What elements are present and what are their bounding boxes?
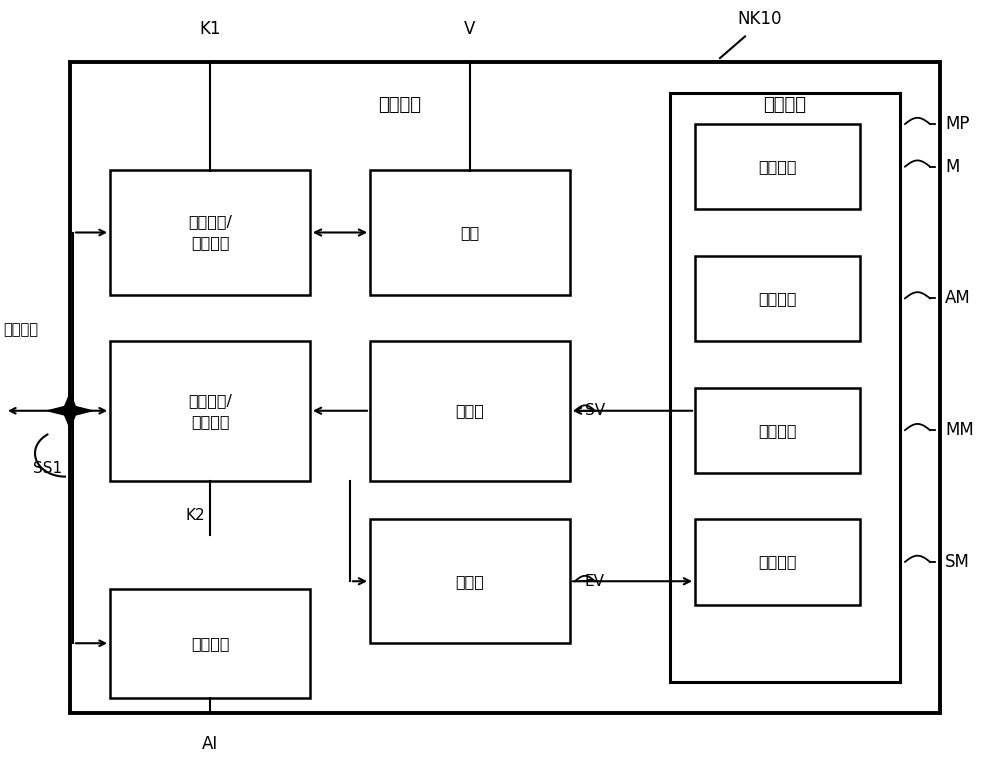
Text: MP: MP xyxy=(945,115,970,133)
Text: 网络节点: 网络节点 xyxy=(378,95,422,114)
Bar xyxy=(370,170,570,294)
Bar xyxy=(695,519,860,604)
Text: V: V xyxy=(464,20,476,39)
Text: K2: K2 xyxy=(185,508,205,523)
Text: 接收器: 接收器 xyxy=(456,574,484,589)
Text: MM: MM xyxy=(945,421,974,439)
Text: 控制机构: 控制机构 xyxy=(758,554,797,570)
Text: 分析机构: 分析机构 xyxy=(758,291,797,306)
Text: 耦合输入/
输出数据: 耦合输入/ 输出数据 xyxy=(188,393,232,429)
Text: SV: SV xyxy=(585,403,605,418)
Bar xyxy=(695,388,860,473)
Text: K1: K1 xyxy=(199,20,221,39)
Bar xyxy=(695,256,860,341)
Text: AI: AI xyxy=(202,735,218,753)
Text: 电源: 电源 xyxy=(460,225,480,240)
Polygon shape xyxy=(48,405,70,416)
Text: NK10: NK10 xyxy=(738,10,782,29)
Text: SM: SM xyxy=(945,553,970,571)
Text: 耦合输入/
输出电压: 耦合输入/ 输出电压 xyxy=(188,215,232,250)
Bar xyxy=(370,519,570,643)
Text: 终端阻抗: 终端阻抗 xyxy=(191,636,229,651)
Polygon shape xyxy=(63,394,77,411)
Bar xyxy=(370,341,570,480)
Bar xyxy=(110,341,310,480)
Bar xyxy=(110,589,310,698)
Text: 存储机构: 存储机构 xyxy=(758,159,797,174)
Bar xyxy=(70,62,940,713)
Text: 微控制器: 微控制器 xyxy=(764,95,806,114)
Text: 网络端子: 网络端子 xyxy=(3,322,38,337)
Text: 测量机构: 测量机构 xyxy=(758,422,797,438)
Bar xyxy=(670,93,900,682)
Polygon shape xyxy=(63,411,77,428)
Bar xyxy=(695,124,860,209)
Text: M: M xyxy=(945,157,959,176)
Text: EV: EV xyxy=(585,574,605,589)
Text: AM: AM xyxy=(945,289,971,308)
Bar xyxy=(110,170,310,294)
Polygon shape xyxy=(70,405,92,416)
Text: 发送器: 发送器 xyxy=(456,403,484,418)
Text: SS1: SS1 xyxy=(33,461,63,477)
